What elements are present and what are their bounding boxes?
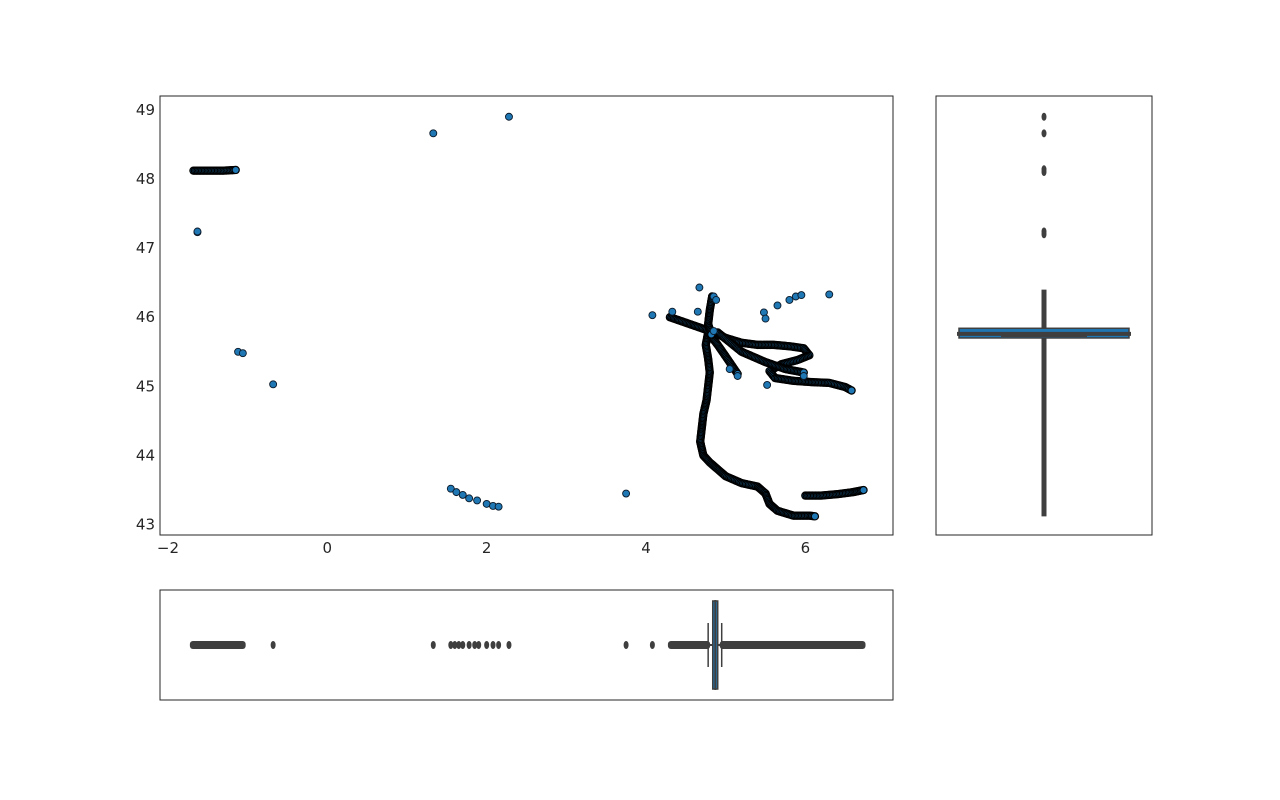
scatter-points: [193, 112, 834, 511]
scatter-point: [693, 307, 702, 316]
scatter-point: [733, 372, 742, 380]
y-axis-tick-labels: 43 44 45 46 47 48 49: [136, 101, 155, 534]
outlier-point: [270, 641, 276, 649]
y-tick-label: 45: [136, 377, 155, 395]
scatter-point: [494, 502, 503, 511]
outlier-point: [476, 641, 482, 649]
scatter-point: [238, 349, 247, 358]
outlier-point: [484, 641, 490, 649]
scatter-point: [452, 488, 461, 497]
scatter-point: [446, 484, 455, 493]
outlier-point: [623, 641, 629, 649]
outlier-point: [460, 641, 466, 649]
scatter-point: [622, 489, 631, 498]
scatter-point: [810, 512, 820, 521]
scatter-point: [761, 314, 770, 323]
x-tick-label: 4: [641, 539, 651, 557]
scatter-point: [785, 295, 794, 304]
outlier-point: [506, 641, 512, 649]
scatter-point: [231, 165, 240, 175]
outlier-point: [472, 641, 478, 649]
outlier-point: [456, 641, 462, 649]
scatter-point: [763, 381, 772, 389]
y-tick-label: 49: [136, 101, 155, 119]
outlier-point: [1041, 129, 1047, 138]
x-tick-label: 0: [323, 539, 333, 557]
outlier-band: [189, 641, 246, 649]
marginal-x-marks: [189, 600, 866, 690]
y-tick-label: 47: [136, 239, 155, 257]
outlier-point: [452, 641, 458, 649]
scatter-point: [825, 290, 834, 299]
scatter-point: [847, 386, 856, 395]
outlier-point: [649, 641, 655, 649]
outlier-point: [1041, 112, 1047, 121]
scatter-point: [859, 485, 868, 495]
marginal-x-frame: [159, 589, 894, 701]
scatter-point: [725, 365, 734, 374]
outlier-band: [667, 641, 711, 649]
scatter-point: [269, 380, 278, 389]
marginal-y-marks: [957, 112, 1131, 517]
scatter-point: [712, 295, 721, 304]
outlier-point: [496, 641, 502, 649]
outlier-point: [490, 641, 496, 649]
y-tick-label: 43: [136, 516, 155, 534]
scatter-point: [668, 307, 677, 316]
outlier-point: [448, 641, 454, 649]
outlier-point: [430, 641, 436, 649]
scatter-point: [709, 327, 718, 336]
joint-plot-frame: [159, 95, 894, 536]
scatter-point: [773, 301, 782, 310]
outlier-point: [466, 641, 472, 649]
outlier-band: [719, 641, 866, 649]
scatter-point: [648, 311, 657, 320]
scatter-point: [429, 129, 438, 138]
scatter-point: [695, 283, 704, 292]
scatter-point: [799, 372, 808, 380]
y-tick-label: 48: [136, 170, 155, 188]
x-axis-tick-labels: −2 0 2 4 6: [157, 539, 810, 557]
scatter-tracks: [189, 165, 868, 521]
scatter-point: [505, 112, 513, 121]
marginal-y-frame: [935, 95, 1153, 536]
scatter-point: [465, 494, 474, 503]
y-tick-label: 44: [136, 446, 155, 464]
outlier-point: [1041, 168, 1047, 177]
x-tick-label: −2: [157, 539, 179, 557]
marginal-x-boxplot: [159, 589, 894, 701]
scatter-point: [473, 496, 482, 505]
scatter-point: [193, 227, 202, 236]
x-tick-label: 6: [801, 539, 811, 557]
y-tick-label: 46: [136, 308, 155, 326]
x-tick-label: 2: [482, 539, 492, 557]
scatter-point: [458, 490, 467, 499]
outlier-point: [1041, 230, 1047, 239]
marginal-y-boxplot: [935, 95, 1153, 536]
scatter-point: [797, 291, 806, 300]
